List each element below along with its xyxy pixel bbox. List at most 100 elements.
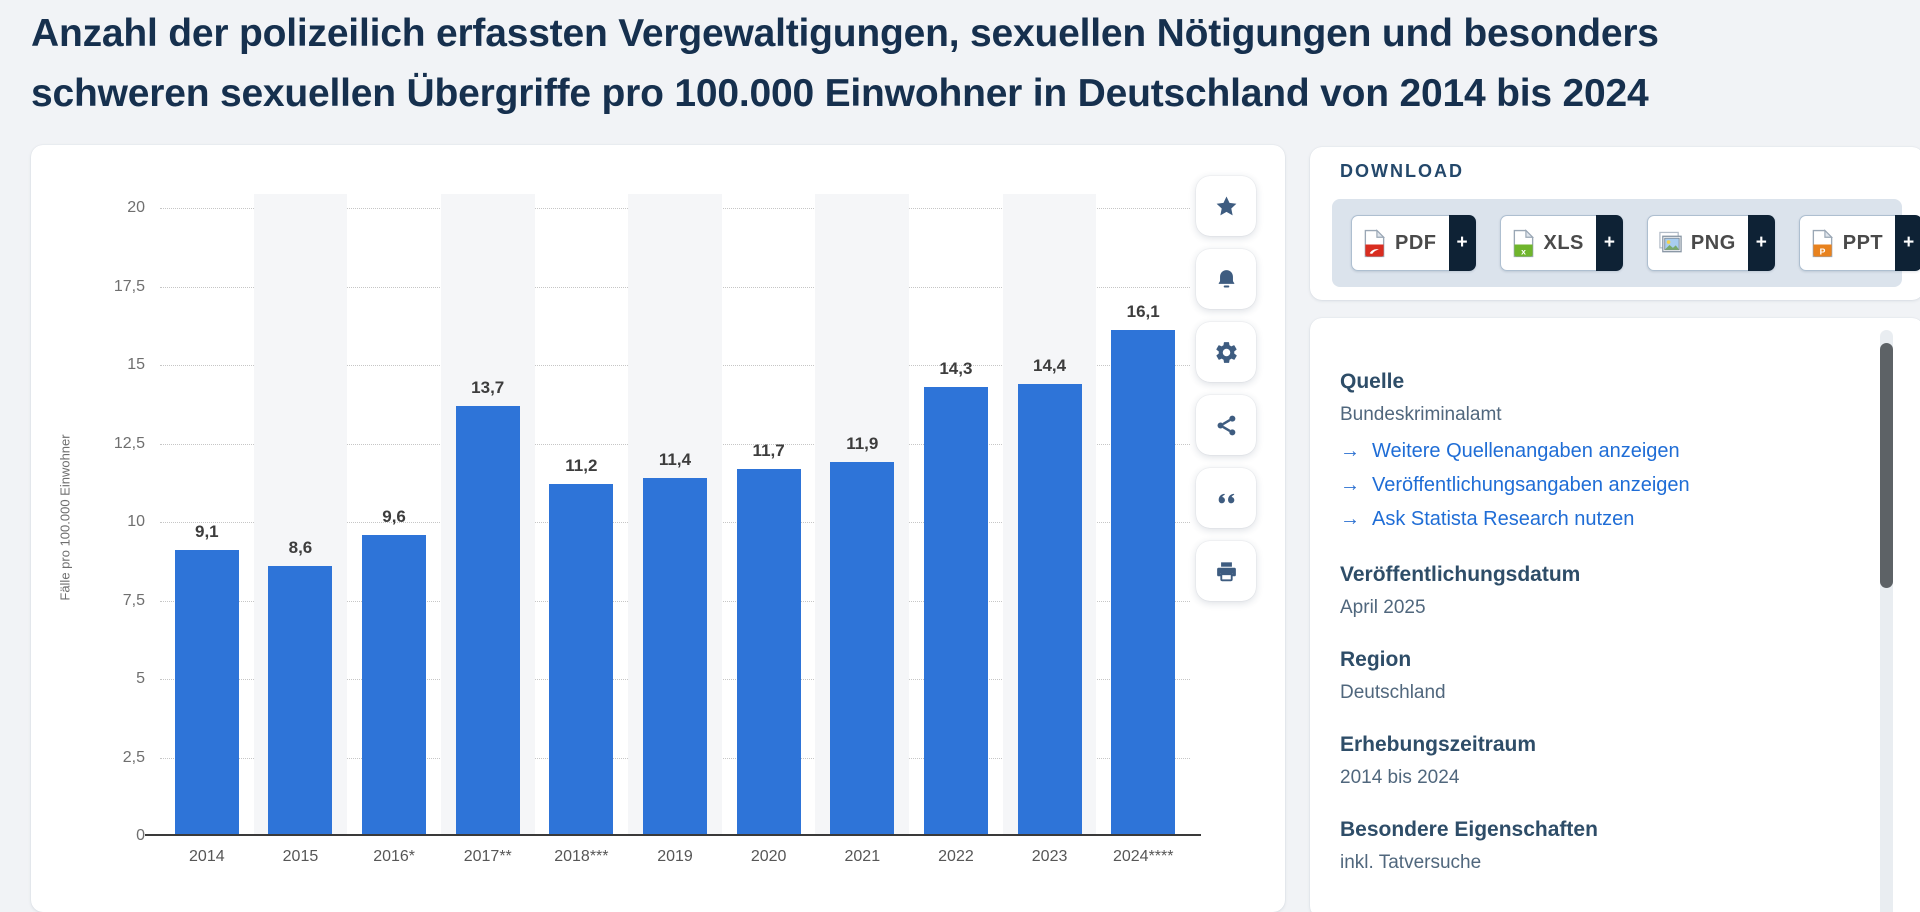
svg-text:x: x — [1521, 246, 1526, 256]
info-link[interactable]: → Veröffentlichungsangaben anzeigen — [1340, 468, 1840, 502]
download-ppt-main[interactable]: P PPT — [1798, 215, 1896, 271]
info-link[interactable]: → Weitere Quellenangaben anzeigen — [1340, 434, 1840, 468]
x-tick-label: 2014 — [189, 848, 225, 865]
x-tick-label: 2022 — [938, 848, 974, 865]
png-image-icon — [1658, 229, 1683, 258]
alert-bell-button[interactable] — [1196, 249, 1256, 309]
download-png-button[interactable]: PNG + — [1646, 215, 1775, 271]
svg-text:P: P — [1819, 246, 1825, 256]
bar-2019[interactable] — [642, 478, 707, 836]
y-tick-label: 15 — [127, 356, 145, 373]
print-button[interactable] — [1196, 541, 1256, 601]
info-section-heading: Erhebungszeitraum — [1340, 733, 1537, 756]
info-section: Erhebungszeitraum 2014 bis 2024 — [1340, 733, 1840, 791]
x-tick-label: 2024**** — [1112, 848, 1174, 865]
download-pdf-plus-button[interactable]: + — [1448, 215, 1476, 271]
info-link[interactable]: → Ask Statista Research nutzen — [1340, 502, 1840, 536]
xls-file-icon: x — [1511, 228, 1536, 258]
bar-2020[interactable] — [736, 468, 801, 836]
download-pdf-main[interactable]: PDF — [1351, 215, 1449, 271]
bar-value-label: 11,4 — [658, 450, 692, 470]
info-section-heading: Region — [1340, 648, 1412, 671]
x-axis-labels: 2014 2015 2016* 2017** 2018*** 2019 2020 2021 20… — [160, 848, 1190, 866]
arrow-right-icon: → — [1340, 474, 1360, 496]
arrow-right-icon: → — [1340, 508, 1360, 530]
bar-2018***[interactable] — [549, 484, 614, 836]
y-tick-label: 17,5 — [113, 277, 145, 295]
y-tick-label: 10 — [127, 513, 145, 530]
bar-value-label: 9,1 — [194, 522, 219, 542]
share-button[interactable] — [1196, 395, 1256, 455]
y-tick-label: 2,5 — [122, 748, 145, 766]
y-tick-label: 5 — [136, 670, 145, 687]
column: 9,1 — [160, 194, 254, 836]
bar-2017**[interactable] — [455, 405, 520, 836]
column: 11,7 — [722, 194, 816, 836]
bar-2015[interactable] — [268, 565, 333, 836]
download-xls-main[interactable]: x XLS — [1499, 215, 1596, 271]
settings-gear-button[interactable] — [1196, 322, 1256, 382]
info-section-value: 2014 bis 2024 — [1340, 767, 1460, 788]
y-tick-label: 20 — [127, 199, 145, 216]
info-link-label: Ask Statista Research nutzen — [1372, 508, 1635, 530]
bar-2023[interactable] — [1017, 383, 1082, 836]
bar-2014[interactable] — [174, 550, 239, 836]
info-section-value: inkl. Tatversuche — [1340, 852, 1482, 873]
download-ppt-button[interactable]: P PPT + — [1798, 215, 1920, 271]
download-xls-plus-button[interactable]: + — [1595, 215, 1623, 271]
column-band: 11,9 — [815, 194, 910, 836]
bar-2022[interactable] — [923, 386, 988, 836]
x-tick-label: 2021 — [844, 848, 881, 865]
cite-quote-button[interactable] — [1196, 468, 1256, 528]
x-tick-label: 2017** — [463, 848, 512, 865]
info-content: Quelle Bundeskriminalamt → Weitere Quellena… — [1340, 370, 1840, 903]
bar-2021[interactable] — [830, 462, 895, 836]
column: 16,1 — [1096, 194, 1190, 836]
bar-value-label: 13,7 — [471, 377, 505, 397]
info-links: → Weitere Quellenangaben anzeigen → Veröffe… — [1340, 434, 1840, 536]
download-panel: DOWNLOAD PDF + x XLS + PNG + P PPT + — [1310, 147, 1920, 300]
print-icon — [1214, 559, 1239, 584]
chart-toolbar — [1196, 176, 1256, 614]
download-pdf-button[interactable]: PDF + — [1351, 215, 1476, 271]
info-section-value: April 2025 — [1340, 597, 1426, 618]
scrollbar-thumb[interactable] — [1880, 343, 1893, 588]
column-band: 11,4 — [628, 194, 722, 836]
page-title-line1: Anzahl der polizeilich erfassten Vergewa… — [31, 12, 1659, 55]
download-heading: DOWNLOAD — [1340, 161, 1464, 181]
info-section-heading: Besondere Eigenschaften — [1340, 818, 1598, 841]
info-section-heading: Veröffentlichungsdatum — [1340, 563, 1581, 586]
download-ppt-plus-button[interactable]: + — [1895, 215, 1920, 271]
page-title: Anzahl der polizeilich erfassten Vergewa… — [31, 4, 1917, 124]
x-tick-label: 2016* — [373, 848, 416, 865]
pdf-file-icon — [1362, 228, 1387, 258]
x-tick-label: 2023 — [1031, 848, 1068, 865]
y-tick-label: 0 — [136, 827, 145, 844]
x-tick-label: 2019 — [657, 848, 693, 865]
column-band: 14,4 — [1002, 194, 1097, 836]
arrow-right-icon: → — [1340, 440, 1360, 462]
bar-value-label: 11,9 — [846, 434, 879, 454]
bar-value-label: 11,7 — [752, 440, 785, 460]
info-section: Region Deutschland — [1340, 648, 1840, 706]
info-section: Besondere Eigenschaften inkl. Tatversuche — [1340, 818, 1840, 876]
bar-2024****[interactable] — [1111, 330, 1176, 836]
ppt-file-icon: P — [1810, 228, 1835, 258]
page-title-line2: schweren sexuellen Übergriffe pro 100.00… — [31, 72, 1649, 115]
info-link-label: Weitere Quellenangaben anzeigen — [1372, 440, 1680, 462]
download-format-label: PNG — [1690, 231, 1736, 254]
cite-quote-icon — [1214, 486, 1239, 511]
download-png-main[interactable]: PNG — [1646, 215, 1748, 271]
download-png-plus-button[interactable]: + — [1747, 215, 1775, 271]
download-button-group: PDF + x XLS + PNG + P PPT + — [1332, 199, 1920, 287]
download-format-label: XLS — [1543, 231, 1584, 254]
bar-2016*[interactable] — [362, 534, 427, 836]
info-section-value: Deutschland — [1340, 682, 1446, 703]
info-link-label: Veröffentlichungsangaben anzeigen — [1372, 474, 1690, 496]
download-xls-button[interactable]: x XLS + — [1499, 215, 1623, 271]
column: 11,2 — [535, 194, 629, 836]
share-icon — [1214, 413, 1239, 438]
favorite-star-button[interactable] — [1196, 176, 1256, 236]
info-section: Quelle Bundeskriminalamt → Weitere Quellena… — [1340, 370, 1840, 536]
x-tick-label: 2020 — [750, 848, 787, 865]
